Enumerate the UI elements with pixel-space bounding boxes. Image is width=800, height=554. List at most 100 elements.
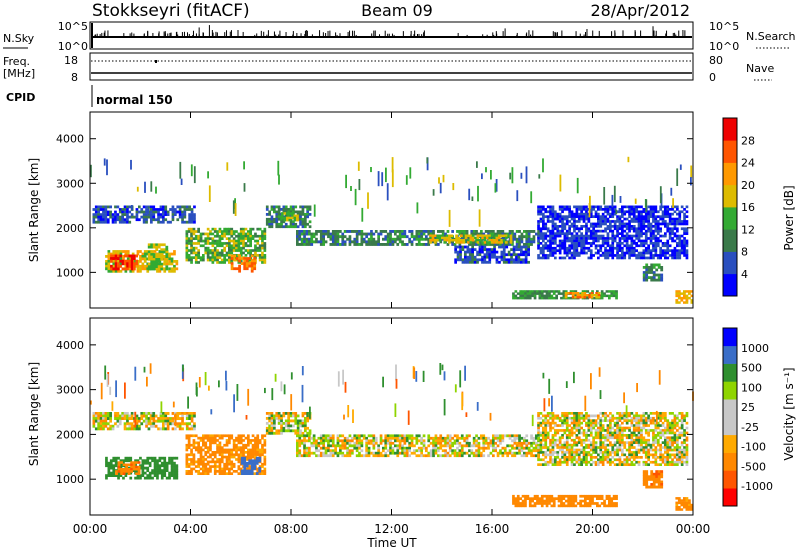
heatmap-cell [500,255,504,259]
heatmap-cell [211,254,215,257]
heatmap-cell [190,215,194,219]
heatmap-cell [153,466,157,470]
heatmap-cell [683,217,686,221]
heatmap-cell [577,215,581,218]
heatmap-cell [254,453,257,457]
heatmap-cell [489,451,493,455]
heatmap-cell [685,251,689,255]
heatmap-cell [640,244,643,248]
heatmap-cell [671,251,674,255]
heatmap-cell [451,444,454,448]
heatmap-cell [415,230,419,233]
heatmap-cell [112,257,115,260]
heatmap-cell [294,429,298,433]
heatmap-cell [151,476,154,480]
heatmap-cell [374,451,378,455]
heatmap-cell [160,262,164,266]
heatmap-cell [287,419,290,423]
heatmap-cell [394,240,397,244]
heatmap-cell [615,290,618,293]
heatmap-cell [268,426,271,430]
heatmap-cell [530,240,533,244]
heatmap-cell [500,250,504,254]
heatmap-cell [523,235,526,239]
heatmap-cell [613,220,617,223]
heatmap-cell [580,208,583,211]
heatmap-cell [228,460,231,464]
heatmap-cell [128,205,132,209]
heatmap-cell [284,412,288,415]
heatmap-cell [597,222,600,226]
heatmap-cell [245,464,249,468]
heatmap-cell [247,443,250,447]
heatmap-cell [580,246,583,250]
heatmap-cell [351,444,354,448]
heatmap-cell [158,260,162,263]
heatmap-cell [495,241,499,244]
heatmap-cell [336,240,340,244]
heatmap-cell [242,244,245,248]
heatmap-cell [327,436,330,440]
heatmap-cell [190,467,193,471]
heatmap-cell [582,244,586,248]
heatmap-cell [355,232,359,236]
heatmap-cell [102,419,105,423]
heatmap-cell [595,294,598,297]
heatmap-cell [403,232,407,236]
heatmap-cell [532,446,536,450]
heatmap-cell [374,230,378,233]
heatmap-cell [405,454,409,458]
heatmap-cell [609,254,612,257]
heatmap-cell [478,250,482,254]
heatmap-cell [532,240,536,244]
heatmap-cell [556,217,560,221]
heatmap-cell [245,472,249,475]
heatmap-cell [477,436,481,440]
heatmap-cell [635,220,638,223]
heatmap-cell [280,431,283,435]
heatmap-cell [609,212,612,216]
heatmap-cell [458,243,462,246]
heatmap-cell [235,234,238,238]
heatmap-cell [606,220,610,223]
heatmap-cell [422,237,426,241]
heatmap-cell [185,230,189,233]
heatmap-cell [211,256,215,259]
heatmap-cell [298,451,302,455]
heatmap-cell [171,210,175,214]
heatmap-cell [671,229,674,233]
heatmap-cell [512,253,516,257]
heatmap-cell [358,439,361,443]
heatmap-cell [570,251,574,255]
heatmap-cell [513,237,517,241]
heatmap-cell [99,205,103,209]
heatmap-cell [666,210,670,214]
heatmap-cell [637,232,641,235]
heatmap-cell [235,443,238,447]
heatmap-cell [589,244,593,248]
heatmap-cell [537,237,540,240]
heatmap-cell [483,245,487,249]
heatmap-cell [436,234,439,237]
heatmap-cell [181,210,184,214]
heatmap-cell [261,436,264,440]
heatmap-cell [282,426,286,430]
heatmap-cell [261,256,264,259]
heatmap-cell [150,267,154,271]
heatmap-cell [317,436,321,440]
heatmap-cell [300,441,304,445]
heatmap-cell [263,451,267,454]
heatmap-cell [308,454,311,458]
heatmap-cell [122,257,125,261]
heatmap-cell [303,451,306,455]
heatmap-cell [482,232,486,236]
heatmap-cell [334,232,337,236]
heatmap-cell [445,234,449,237]
heatmap-cell [513,436,517,440]
heatmap-cell [386,235,390,239]
heatmap-cell [527,446,531,450]
heatmap-cell [533,292,537,295]
heatmap-cell [502,253,506,257]
heatmap-cell [339,235,342,239]
heatmap-cell [97,220,100,224]
